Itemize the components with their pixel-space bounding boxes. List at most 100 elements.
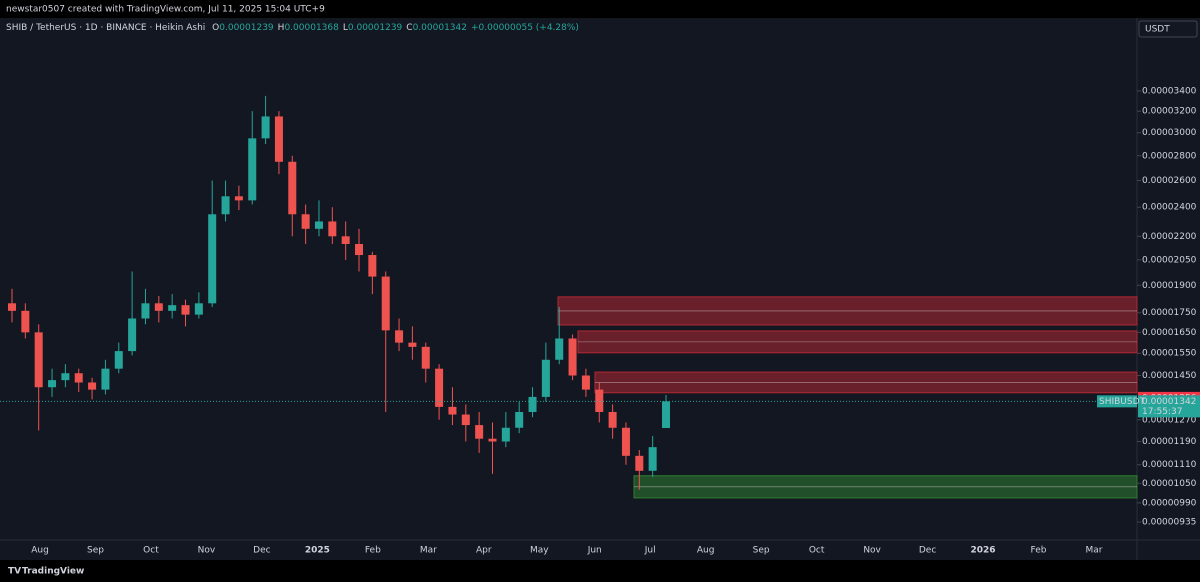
x-tick-label: Apr <box>476 546 492 556</box>
legend-key: H <box>278 23 285 33</box>
candle-body <box>208 214 217 304</box>
candle-body <box>368 255 377 277</box>
x-tick-label: Nov <box>198 546 216 556</box>
symbol-label: SHIBUSDT <box>1099 397 1146 407</box>
candle-body <box>168 305 177 311</box>
candle-body <box>74 373 83 383</box>
candle-body <box>421 346 430 369</box>
candle-body <box>34 332 43 388</box>
candle-body <box>355 243 364 256</box>
y-tick-label: 0.00002050 <box>1142 255 1197 265</box>
candle-body <box>381 276 390 331</box>
candle-body <box>221 196 230 215</box>
zones <box>557 296 1138 499</box>
y-tick-label: 0.00001270 <box>1142 415 1197 425</box>
legend-value: 0.00001239 <box>219 23 274 33</box>
last-price-label: 0.00001342 <box>1142 397 1196 407</box>
candle-body <box>141 303 150 319</box>
top-bar <box>0 0 1200 18</box>
candle-body <box>261 116 270 139</box>
candle-body <box>608 411 617 428</box>
y-tick-label: 0.00001650 <box>1142 328 1197 338</box>
candle-body <box>114 351 123 369</box>
y-tick-label: 0.00001550 <box>1142 349 1197 359</box>
candle-body <box>341 236 350 244</box>
y-tick-label: 0.00003000 <box>1142 128 1197 138</box>
candle-body <box>21 310 30 333</box>
candle-body <box>621 427 630 456</box>
candle-body <box>154 303 163 311</box>
x-tick-label: Oct <box>809 546 825 556</box>
legend-title: SHIB / TetherUS · 1D · BINANCE · Heikin … <box>6 23 205 33</box>
y-tick-label: 0.00001450 <box>1142 371 1197 381</box>
brand: TradingView <box>22 567 84 577</box>
brand-logo: TV <box>8 567 21 577</box>
candle-body <box>328 221 337 237</box>
candle-body <box>528 396 537 412</box>
x-tick-label: Mar <box>1086 546 1103 556</box>
candle-body <box>648 447 657 471</box>
candles <box>7 95 671 490</box>
x-tick-label: Sep <box>87 546 104 556</box>
candle-body <box>581 375 590 390</box>
candle-body <box>194 303 203 315</box>
x-tick-label: Nov <box>863 546 881 556</box>
legend-value: 0.00001239 <box>348 23 403 33</box>
y-tick-label: 0.00001750 <box>1142 308 1197 318</box>
candle-body <box>7 303 17 311</box>
candle-body <box>488 438 497 442</box>
x-tick-label: May <box>530 546 549 556</box>
candle-body <box>314 221 323 229</box>
bottom-bar <box>0 560 1200 582</box>
y-tick-label: 0.00001900 <box>1142 281 1197 291</box>
candle-body <box>555 338 564 360</box>
x-tick-label: Feb <box>1031 546 1047 556</box>
x-tick-label: 2026 <box>971 546 996 556</box>
legend-value: 0.00001368 <box>284 23 339 33</box>
y-tick-label: 0.00003200 <box>1142 107 1197 117</box>
candle-body <box>635 455 644 471</box>
legend-key: L <box>343 23 348 33</box>
legend-change: +0.00000055 (+4.28%) <box>471 23 579 33</box>
candle-body <box>395 330 404 343</box>
candle-body <box>568 338 577 376</box>
candle-body <box>88 382 97 390</box>
header: newstar0507 created with TradingView.com… <box>6 5 325 15</box>
legend-ohlc: O0.00001239 H0.00001368 L0.00001239 C0.0000… <box>212 23 579 33</box>
candle-body <box>448 406 457 415</box>
candle-body <box>461 414 470 426</box>
candle-body <box>515 411 524 428</box>
candle-body <box>101 368 110 390</box>
candle-body <box>181 305 190 315</box>
x-tick-label: Jul <box>644 546 656 556</box>
last-price-box <box>1138 395 1200 418</box>
y-tick-label: 0.00001110 <box>1142 460 1197 470</box>
legend-value: 0.00001342 <box>413 23 467 33</box>
legend-key: C <box>406 23 412 33</box>
x-tick-label: 2025 <box>305 546 330 556</box>
x-tick-label: Sep <box>753 546 770 556</box>
symbol-box <box>1097 395 1137 408</box>
y-tick-label: 0.00001050 <box>1142 479 1197 489</box>
candle-body <box>301 214 310 229</box>
legend: SHIB / TetherUS · 1D · BINANCE · Heikin … <box>6 23 579 33</box>
x-tick-label: Aug <box>31 546 49 556</box>
candle-body <box>661 401 671 429</box>
y-tick-label: 0.00002800 <box>1142 151 1197 161</box>
candle-body <box>475 425 484 439</box>
x-tick-label: Dec <box>253 546 270 556</box>
y-tick-label: 0.00002200 <box>1142 232 1197 242</box>
candle-body <box>541 359 550 397</box>
candle-body <box>288 161 297 215</box>
y-tick-label: 0.00001190 <box>1142 437 1197 447</box>
y-tick-label: 0.00002400 <box>1142 203 1197 213</box>
y-tick-label: 0.00002600 <box>1142 176 1197 186</box>
x-tick-label: Dec <box>919 546 936 556</box>
legend-key: O <box>212 23 219 33</box>
y-tick-label: 0.00000935 <box>1142 518 1196 528</box>
x-tick-label: Mar <box>420 546 437 556</box>
x-tick-label: Feb <box>365 546 381 556</box>
chart-background <box>0 18 1200 560</box>
currency-box <box>1138 20 1198 38</box>
